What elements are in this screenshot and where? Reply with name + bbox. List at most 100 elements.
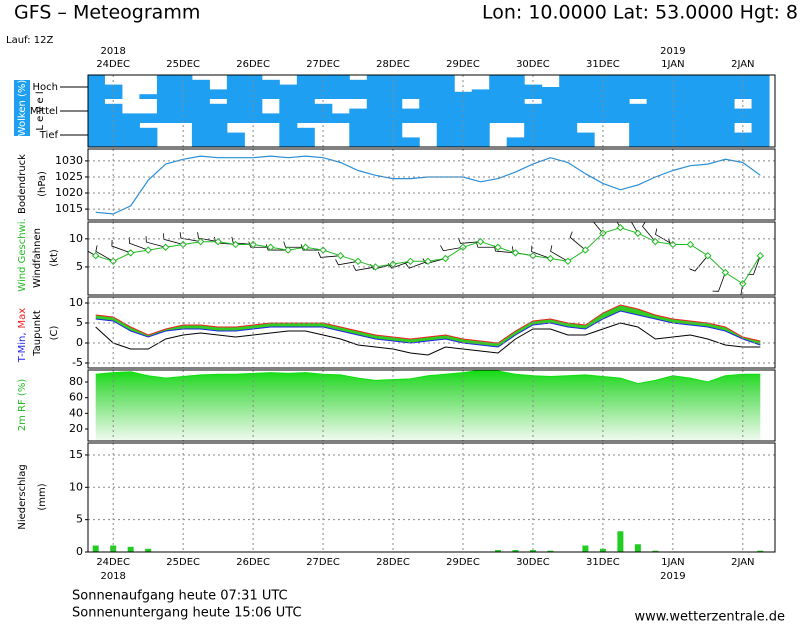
panel-frame bbox=[87, 369, 776, 442]
sunrise: Sonnenaufgang heute 07:31 UTC bbox=[72, 589, 288, 604]
rh-area bbox=[95, 370, 761, 441]
wind-barb bbox=[475, 241, 498, 248]
pressure-label: Bodendruck bbox=[17, 154, 28, 214]
wind-barb bbox=[457, 237, 481, 244]
cloud-cell bbox=[699, 75, 718, 99]
y-tick-label: 1025 bbox=[55, 170, 83, 183]
cloud-cell bbox=[734, 132, 753, 147]
wind-speed-label: Wind Geschwi. bbox=[17, 218, 28, 291]
x-tick-label: 27DEC bbox=[306, 557, 340, 568]
title: GFS – Meteogramm bbox=[14, 2, 200, 24]
wind-speed-point bbox=[686, 240, 695, 249]
wind-speed-point bbox=[441, 254, 450, 263]
y-tick-label: 5 bbox=[76, 316, 83, 329]
cloud-cell bbox=[331, 113, 350, 123]
cloud-cell bbox=[419, 75, 438, 99]
x-tick-label: 31DEC bbox=[586, 59, 620, 70]
cloud-cell bbox=[576, 99, 595, 123]
cloud-cell bbox=[261, 79, 280, 99]
run: Lauf: 12Z bbox=[6, 35, 53, 46]
wind-speed-point bbox=[704, 251, 712, 260]
cloud-cell bbox=[314, 103, 333, 123]
y-tick-label: 1015 bbox=[55, 202, 83, 215]
cloud-cell bbox=[121, 113, 140, 123]
y-tick-label: 0 bbox=[76, 545, 83, 558]
cloud-cell bbox=[156, 75, 175, 99]
wind-speed-point bbox=[756, 251, 765, 260]
cloud-cell bbox=[471, 99, 490, 123]
cloud-label: Wolken (%) bbox=[17, 80, 28, 137]
cloud-cell bbox=[279, 84, 298, 99]
x-tick-label: 28DEC bbox=[376, 557, 410, 568]
y-tick-label: 1020 bbox=[55, 186, 83, 199]
cloud-cell bbox=[576, 132, 595, 147]
cloud-cell bbox=[681, 75, 700, 99]
panel-frame bbox=[87, 74, 776, 148]
cloud-cell bbox=[296, 127, 315, 147]
wind-barb bbox=[440, 245, 464, 252]
cloud-cell bbox=[401, 137, 420, 147]
cloud-cell bbox=[471, 89, 490, 99]
x-tick-label: 30DEC bbox=[516, 59, 550, 70]
panel-plot bbox=[88, 222, 765, 295]
x-tick-label: 29DEC bbox=[446, 59, 480, 70]
wind-speed-point bbox=[266, 243, 275, 251]
precip-bar bbox=[757, 550, 764, 552]
wind-speed-point bbox=[581, 246, 590, 254]
wind-barb bbox=[569, 231, 586, 251]
y-tick-label: 5 bbox=[76, 260, 83, 273]
cloud-cell bbox=[209, 89, 228, 99]
cloud-cell bbox=[191, 79, 210, 99]
x-tick-label: 28DEC bbox=[376, 59, 410, 70]
y-tick-label: 80 bbox=[69, 375, 83, 388]
cloud-cell bbox=[751, 75, 770, 99]
wind-barb bbox=[111, 240, 131, 254]
y-tick-label: 1030 bbox=[55, 154, 83, 167]
wind-barb-label: Windfahnen bbox=[32, 228, 43, 288]
panel-frame bbox=[87, 442, 776, 553]
panel-frame bbox=[87, 221, 776, 296]
level-label: L e v e l bbox=[35, 91, 46, 130]
cloud-cell bbox=[88, 99, 105, 123]
cloud-cell bbox=[331, 75, 350, 99]
wind-speed-point bbox=[301, 243, 310, 251]
level-label: Hoch bbox=[33, 82, 58, 93]
cloud-cell bbox=[139, 113, 158, 123]
wind-barb bbox=[231, 236, 254, 245]
wind-speed-point bbox=[126, 249, 135, 257]
cloud-cell bbox=[436, 75, 455, 99]
x-tick-label: 26DEC bbox=[236, 557, 270, 568]
cloud-cell bbox=[366, 99, 385, 123]
wind-barb bbox=[95, 245, 114, 262]
wind-barb bbox=[642, 222, 656, 242]
wind-barb bbox=[88, 250, 96, 257]
panel-frame bbox=[87, 148, 776, 221]
wind-speed-point bbox=[371, 263, 380, 271]
wind-barb bbox=[422, 258, 446, 265]
x-tick-label: 30DEC bbox=[516, 557, 550, 568]
precip-bar bbox=[547, 550, 554, 552]
rh-label: 2m RF (%) bbox=[17, 379, 28, 432]
x-tick-label: 27DEC bbox=[306, 59, 340, 70]
precip-bar bbox=[145, 548, 152, 552]
wind-barb bbox=[740, 283, 744, 295]
temp-line bbox=[95, 310, 761, 348]
cloud-cell bbox=[279, 123, 298, 147]
precip-unit: (mm) bbox=[37, 483, 48, 510]
cloud-cell bbox=[104, 103, 123, 123]
cloud-cell bbox=[629, 103, 648, 123]
x-tick-label: 26DEC bbox=[236, 59, 270, 70]
precip-bar bbox=[599, 548, 606, 552]
cloud-cell bbox=[699, 123, 718, 147]
cloud-cell bbox=[226, 132, 245, 147]
wind-speed-point bbox=[196, 237, 205, 246]
dewpoint-label: Taupunkt bbox=[32, 310, 43, 357]
cloud-cell bbox=[139, 94, 158, 99]
wind-barb bbox=[335, 259, 359, 266]
wind-unit: (kt) bbox=[49, 249, 60, 267]
wind-speed-point bbox=[231, 240, 240, 249]
wind-speed-point bbox=[406, 257, 415, 266]
precip-bar bbox=[494, 550, 501, 552]
cloud-cell bbox=[646, 75, 665, 99]
wind-speed-point bbox=[511, 249, 520, 257]
